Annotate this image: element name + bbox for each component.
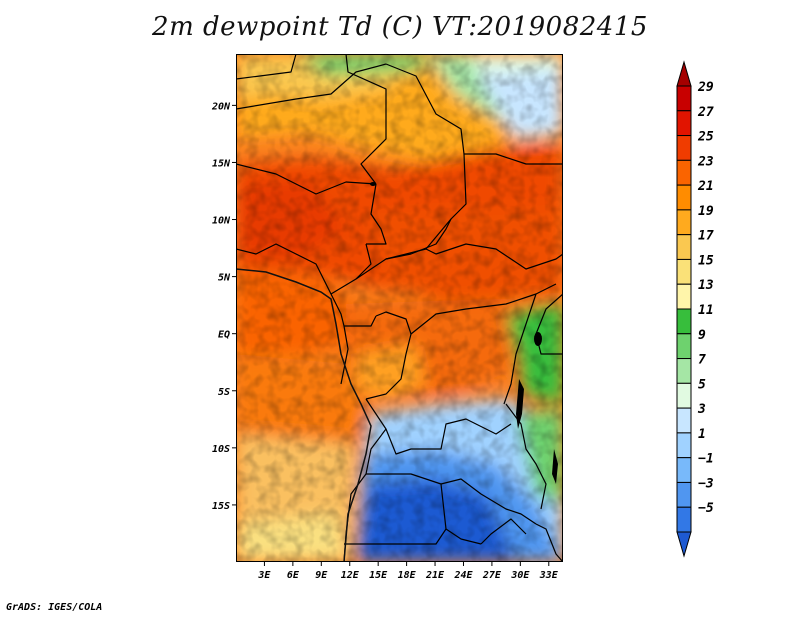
colorbar-swatch	[676, 209, 692, 236]
lat-tick-label: 20N	[211, 101, 231, 112]
colorbar-swatch	[676, 85, 692, 112]
colorbar-swatch	[676, 234, 692, 260]
colorbar-label: 13	[698, 278, 714, 293]
lat-tick-label: 5S	[218, 387, 230, 398]
colorbar-label: 15	[698, 253, 714, 268]
lake-malawi	[552, 449, 558, 484]
colorbar-swatch	[676, 358, 692, 384]
map-title: 2m dewpoint Td (C) VT:2019082415	[152, 12, 648, 42]
colorbar-swatch	[676, 432, 692, 459]
lake-victoria	[534, 332, 542, 346]
colorbar-swatch	[676, 333, 692, 360]
colorbar-label: 17	[698, 229, 714, 244]
lon-tick-label: 27E	[482, 570, 502, 581]
colorbar-swatch	[676, 382, 692, 409]
dewpoint-map	[236, 54, 563, 562]
colorbar-swatch	[676, 159, 692, 186]
lake-chad	[370, 182, 376, 186]
colorbar-swatch	[676, 308, 692, 335]
map-panel	[236, 54, 563, 562]
lon-tick-label: 18E	[398, 570, 417, 581]
coastline	[236, 268, 372, 562]
colorbar-swatch	[676, 184, 692, 211]
colorbar-label: 3	[697, 402, 706, 417]
colorbar-swatch	[676, 283, 692, 310]
colorbar-top-arrow	[676, 60, 692, 87]
lat-tick-label: EQ	[218, 330, 230, 341]
lake-tanganyika	[516, 379, 524, 429]
lon-tick-label: 3E	[257, 570, 271, 581]
colorbar-label: 5	[698, 377, 706, 392]
lon-tick-label: 6E	[287, 570, 300, 581]
lat-tick-label: 15S	[212, 501, 230, 512]
lon-tick-label: 30E	[510, 570, 530, 581]
colorbar-swatch	[676, 135, 692, 161]
colorbar-label: 19	[698, 204, 714, 219]
lon-tick-label: 24E	[453, 570, 473, 581]
lakes	[370, 182, 558, 484]
colorbar-label: 27	[697, 105, 714, 120]
lat-tick-label: 15N	[212, 158, 231, 169]
colorbar-label: 25	[697, 130, 714, 145]
colorbar-bottom-arrow	[676, 531, 692, 558]
colorbar-swatch	[676, 407, 692, 434]
lon-tick-label: 9E	[315, 570, 328, 581]
colorbar-swatch	[676, 481, 692, 508]
colorbar-swatch	[676, 506, 692, 533]
lon-tick-label: 33E	[539, 570, 559, 581]
map-frame	[236, 54, 563, 562]
colorbar-swatch	[676, 110, 692, 137]
grads-credit: GrADS: IGES/COLA	[6, 602, 103, 613]
country-borders	[236, 54, 563, 562]
colorbar-label: 1	[698, 427, 706, 442]
colorbar-swatch	[676, 258, 692, 285]
colorbar-label: −3	[698, 476, 714, 491]
colorbar-label: −5	[698, 501, 714, 516]
lon-tick-label: 15E	[369, 570, 388, 581]
lat-tick-label: 10N	[212, 216, 231, 227]
colorbar-label: 29	[697, 80, 714, 95]
colorbar-label: 23	[697, 154, 714, 169]
colorbar-swatch	[676, 457, 692, 483]
lon-tick-label: 21E	[425, 570, 445, 581]
colorbar-label: 9	[698, 328, 706, 343]
colorbar-label: 11	[698, 303, 714, 318]
colorbar-label: −1	[698, 452, 714, 467]
lat-tick-label: 10S	[212, 444, 230, 455]
field-texture	[236, 54, 563, 562]
lon-tick-label: 12E	[341, 570, 360, 581]
colorbar-label: 21	[697, 179, 714, 194]
colorbar-label: 7	[698, 353, 706, 368]
lat-tick-label: 5N	[218, 273, 231, 284]
